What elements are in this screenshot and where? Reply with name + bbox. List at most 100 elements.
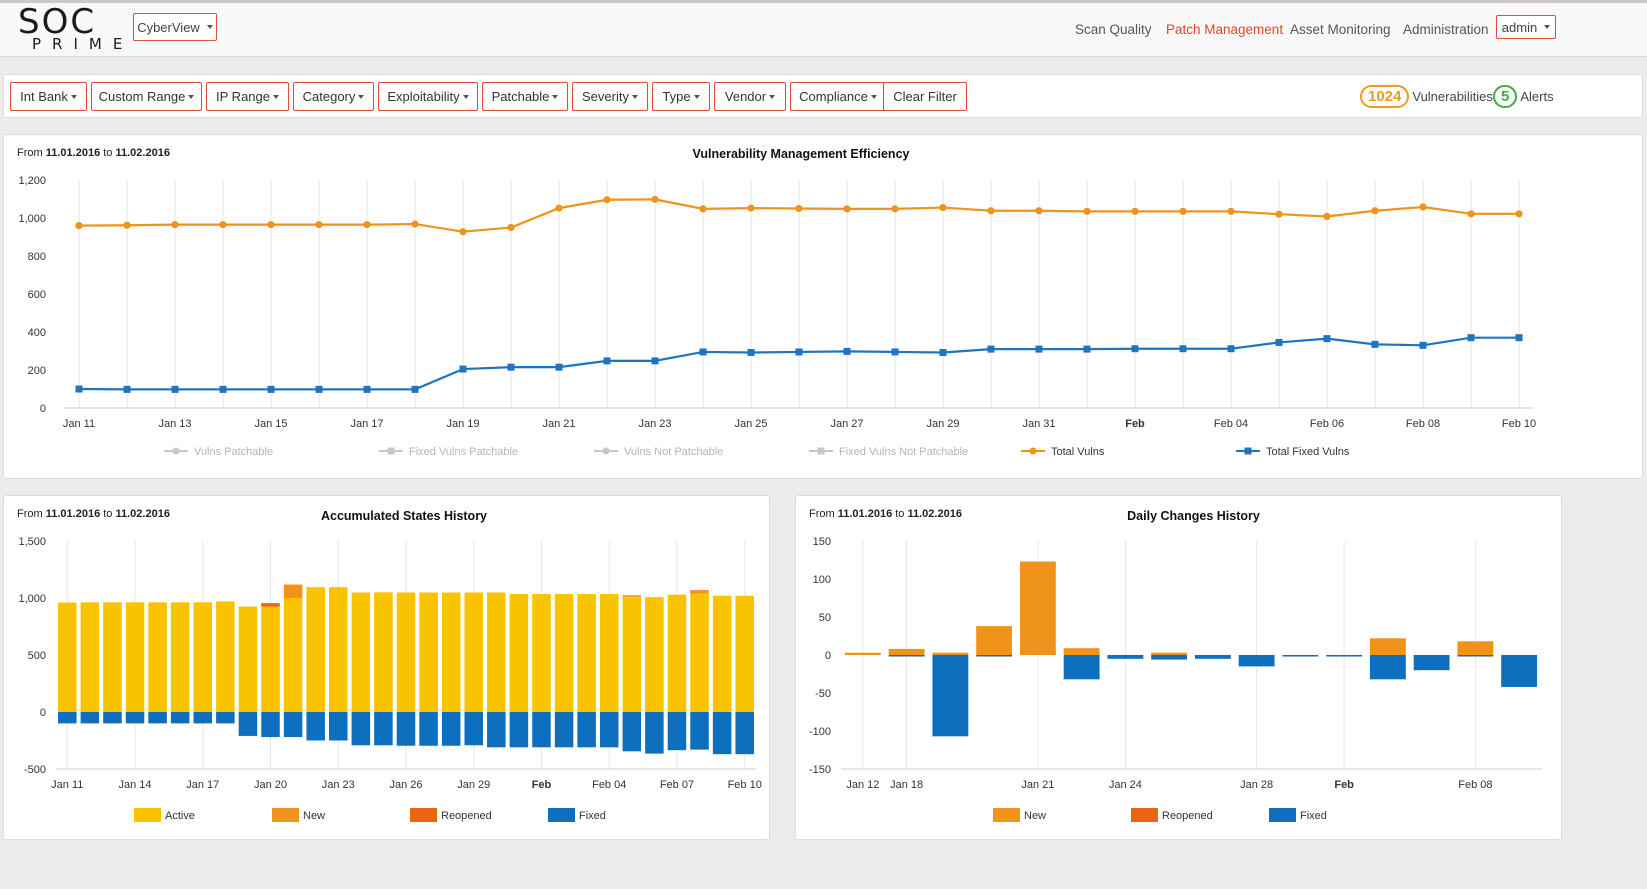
bar-fixed — [306, 712, 325, 741]
bar-active — [622, 596, 642, 712]
chevron-down-icon — [631, 94, 638, 99]
filter-int-bank-dropdown[interactable]: Int Bank — [10, 82, 87, 111]
bar-fixed — [261, 712, 280, 738]
chevron-down-icon — [70, 94, 77, 99]
chevron-down-icon — [462, 94, 469, 99]
bar-fixed — [532, 712, 551, 748]
workspace-dropdown[interactable]: CyberView — [133, 13, 217, 41]
bar-new — [690, 591, 709, 594]
data-point — [507, 363, 515, 371]
daily-changes-panel: From 11.01.2016 to 11.02.2016 Daily Chan… — [795, 495, 1562, 840]
data-point — [1131, 345, 1139, 353]
bar-fixed — [1457, 655, 1494, 657]
filter-patchable-dropdown[interactable]: Patchable — [482, 82, 568, 111]
soc-prime-logo[interactable]: SOC PRIME — [18, 2, 128, 55]
clear-filter-button[interactable]: Clear Filter — [883, 82, 967, 111]
bar-active — [170, 602, 190, 712]
data-point — [1515, 334, 1523, 342]
data-point — [1035, 345, 1043, 353]
vulnerabilities-label: Vulnerabilities — [1412, 89, 1493, 104]
data-point — [1227, 345, 1235, 353]
filter-label: Patchable — [491, 89, 550, 104]
filter-custom-range-dropdown[interactable]: Custom Range — [91, 82, 202, 111]
data-point — [1419, 203, 1427, 211]
user-menu-button[interactable]: admin — [1496, 15, 1556, 39]
data-point — [267, 221, 275, 229]
y-tick-label: 0 — [40, 403, 46, 415]
bar-fixed — [932, 655, 969, 737]
bar-fixed — [645, 712, 664, 754]
nav-administration[interactable]: Administration — [1403, 22, 1489, 37]
data-point — [1083, 345, 1091, 353]
data-point — [363, 385, 371, 393]
data-point — [603, 196, 611, 204]
bar-fixed — [667, 712, 687, 751]
x-tick-label: Jan 11 — [51, 779, 83, 791]
alerts-counter[interactable]: 5 Alerts — [1493, 85, 1554, 108]
x-tick-label: Jan 17 — [186, 779, 219, 791]
date-range-from: 11.01.2016 — [45, 508, 101, 520]
bar-active — [690, 593, 709, 712]
x-tick-label: Feb 10 — [1502, 418, 1536, 430]
filter-type-dropdown[interactable]: Type — [652, 82, 710, 111]
filter-severity-dropdown[interactable]: Severity — [572, 82, 648, 111]
y-tick-label: -500 — [24, 764, 46, 776]
logo-text-top: SOC — [18, 2, 97, 42]
chevron-down-icon — [1544, 25, 1551, 29]
nav-scan-quality[interactable]: Scan Quality — [1075, 22, 1152, 37]
filter-label: Category — [302, 89, 356, 104]
data-point — [987, 345, 995, 353]
bar-fixed — [577, 712, 596, 748]
data-point — [411, 385, 419, 393]
data-point — [1323, 212, 1331, 221]
x-tick-label: Feb — [1334, 779, 1354, 791]
filter-ip-range-dropdown[interactable]: IP Range — [206, 82, 289, 111]
top-navbar: SOC PRIME CyberView Scan Quality Patch M… — [0, 0, 1647, 57]
data-point — [939, 349, 947, 357]
data-point — [795, 348, 803, 356]
bar-fixed — [599, 712, 619, 748]
data-point — [1179, 207, 1187, 215]
x-tick-label: Feb 04 — [592, 779, 626, 791]
x-tick-label: Jan 29 — [926, 418, 959, 430]
bar-fixed — [148, 712, 167, 724]
nav-patch-management[interactable]: Patch Management — [1166, 22, 1284, 37]
y-tick-label: 400 — [28, 327, 46, 339]
x-tick-label: Jan 23 — [322, 779, 355, 791]
date-range-from: 11.01.2016 — [837, 508, 893, 520]
filter-vendor-dropdown[interactable]: Vendor — [714, 82, 786, 111]
bar-active — [396, 592, 416, 712]
x-tick-label: Feb — [532, 779, 552, 791]
data-point — [219, 385, 227, 393]
date-range-prefix: From — [17, 508, 43, 520]
x-tick-label: Feb — [1125, 418, 1145, 430]
vulnerabilities-counter[interactable]: 1024 Vulnerabilities — [1360, 85, 1493, 108]
data-point — [219, 221, 227, 229]
legend-label: Fixed — [579, 810, 606, 822]
data-point — [459, 365, 467, 373]
bar-fixed — [1282, 655, 1319, 657]
bar-active — [103, 602, 122, 712]
bar-active — [351, 592, 371, 712]
bar-fixed — [509, 712, 529, 748]
nav-asset-monitoring[interactable]: Asset Monitoring — [1290, 22, 1391, 37]
filter-category-dropdown[interactable]: Category — [293, 82, 374, 111]
bar-new — [283, 584, 303, 598]
bar-active — [532, 594, 551, 712]
data-point — [75, 222, 83, 230]
y-tick-label: -100 — [809, 726, 831, 738]
bar-fixed — [103, 712, 122, 724]
bar-fixed — [441, 712, 461, 746]
bar-active — [80, 602, 100, 712]
y-tick-label: 0 — [825, 650, 831, 662]
legend-swatch-marker — [817, 447, 825, 455]
data-point — [1323, 335, 1331, 343]
legend-swatch — [1269, 808, 1296, 822]
chevron-down-icon — [206, 25, 213, 29]
bar-fixed — [238, 712, 258, 736]
x-tick-label: Jan 24 — [1109, 779, 1142, 791]
chart-title: Vulnerability Management Efficiency — [692, 147, 910, 161]
filter-exploitability-dropdown[interactable]: Exploitability — [378, 82, 478, 111]
filter-compliance-dropdown[interactable]: Compliance — [790, 82, 886, 111]
bar-fixed — [80, 712, 100, 724]
